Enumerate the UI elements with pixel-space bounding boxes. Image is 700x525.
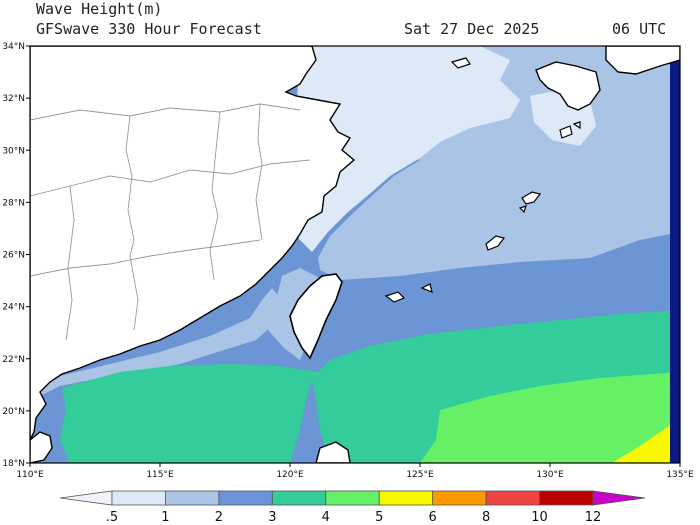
figure-title: Wave Height(m) — [36, 0, 163, 18]
taiwan-island — [289, 273, 343, 360]
colorbar-level-label: 3 — [268, 510, 276, 525]
colorbar-level-label: .5 — [106, 510, 118, 525]
y-tick-label: 34°N — [2, 42, 25, 52]
colorbar-swatch — [378, 490, 434, 506]
colorbar-level-label: 1 — [161, 510, 169, 525]
x-tick-label: 115°E — [146, 470, 174, 480]
x-tick-label: 110°E — [16, 470, 44, 480]
province-borders — [30, 103, 311, 341]
wave-band-4-5m — [420, 372, 680, 463]
china-mainland — [30, 46, 356, 441]
forecast-time: 06 UTC — [612, 20, 667, 38]
east-boundary-strip — [670, 60, 680, 463]
colorbar-swatch — [165, 490, 220, 506]
colorbar-swatch — [218, 490, 273, 506]
colorbar-swatch — [485, 490, 540, 506]
hainan-island — [30, 431, 53, 463]
colorbar-level-label: 5 — [375, 510, 383, 525]
x-tick-label: 130°E — [536, 470, 564, 480]
y-tick-label: 30°N — [2, 146, 25, 156]
y-tick-label: 18°N — [2, 459, 25, 469]
y-tick-label: 26°N — [2, 251, 25, 261]
wave-band-south-china-coast — [30, 288, 282, 396]
ryukyu-islands — [384, 121, 581, 303]
model-label: GFSwave 330 Hour Forecast — [36, 20, 262, 38]
x-tick-label: 135°E — [666, 470, 694, 480]
luzon-island — [315, 441, 351, 463]
colorbar-upper-extension — [592, 490, 646, 506]
colorbar: .5 1 2 3 4 5 6 8 10 12 — [59, 490, 646, 525]
y-tick-label: 24°N — [2, 303, 25, 313]
colorbar-level-label: 4 — [322, 510, 330, 525]
colorbar-swatch — [539, 490, 594, 506]
colorbar-level-label: 2 — [215, 510, 223, 525]
japan-main-island-edge — [605, 46, 680, 75]
y-tick-label: 20°N — [2, 407, 25, 417]
colorbar-level-label: 8 — [482, 510, 490, 525]
y-tick-label: 28°N — [2, 198, 25, 208]
colorbar-swatch — [271, 490, 327, 506]
colorbar-level-label: 10 — [531, 510, 548, 525]
colorbar-level-label: 6 — [429, 510, 437, 525]
x-axis-ticks: 110°E 115°E 120°E 125°E 130°E 135°E — [16, 463, 694, 480]
y-tick-label: 22°N — [2, 355, 25, 365]
wave-band-5-6m — [612, 420, 680, 463]
kyushu-island — [535, 61, 601, 111]
y-tick-label: 32°N — [2, 94, 25, 104]
colorbar-swatch — [325, 490, 380, 506]
colorbar-lower-extension — [59, 490, 113, 506]
x-tick-label: 125°E — [406, 470, 434, 480]
jeju-island — [450, 57, 471, 69]
x-tick-label: 120°E — [276, 470, 304, 480]
colorbar-swatch — [111, 490, 166, 506]
colorbar-level-label: 12 — [585, 510, 602, 525]
wave-band-0.5-1m — [290, 46, 520, 252]
forecast-date: Sat 27 Dec 2025 — [404, 20, 540, 38]
colorbar-swatch — [432, 490, 487, 506]
map-area — [30, 46, 680, 463]
y-axis-ticks: 34°N 32°N 30°N 28°N 26°N 24°N 22°N 20°N 18°N — [2, 42, 30, 469]
